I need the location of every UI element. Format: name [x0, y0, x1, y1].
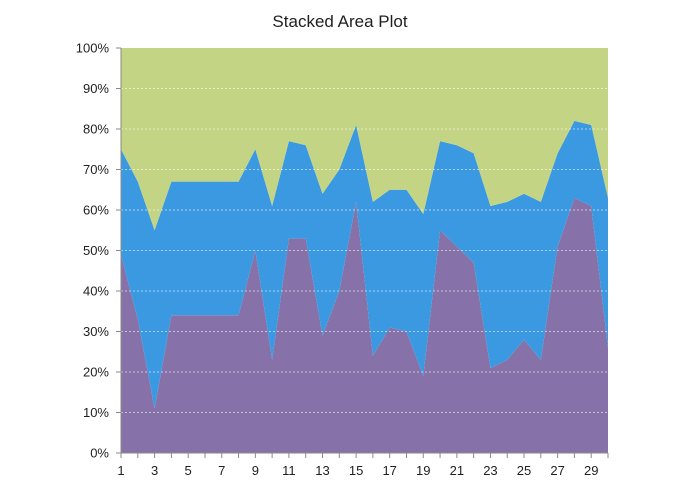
y-tick-label: 100% — [76, 41, 110, 56]
area-series-2 — [121, 120, 608, 409]
x-tick-label: 17 — [382, 463, 396, 478]
y-tick-label: 50% — [83, 243, 109, 258]
x-tick-label: 15 — [349, 463, 363, 478]
y-tick-label: 80% — [83, 122, 109, 137]
y-tick-label: 40% — [83, 284, 109, 299]
y-tick-label: 10% — [83, 405, 109, 420]
x-tick-label: 23 — [483, 463, 497, 478]
x-tick-label: 1 — [117, 463, 124, 478]
x-tick-label: 5 — [185, 463, 192, 478]
y-tick-label: 70% — [83, 162, 109, 177]
x-tick-label: 27 — [550, 463, 564, 478]
x-tick-label: 25 — [517, 463, 531, 478]
y-tick-label: 20% — [83, 365, 109, 380]
x-tick-label: 13 — [315, 463, 329, 478]
y-tick-label: 30% — [83, 324, 109, 339]
y-tick-label: 0% — [90, 446, 109, 461]
x-tick-label: 29 — [584, 463, 598, 478]
x-tick-label: 9 — [252, 463, 259, 478]
y-tick-label: 60% — [83, 203, 109, 218]
x-tick-label: 11 — [282, 463, 296, 478]
area-series-1 — [121, 197, 608, 453]
x-tick-label: 7 — [218, 463, 225, 478]
x-tick-label: 19 — [416, 463, 430, 478]
x-tick-label: 21 — [450, 463, 464, 478]
y-tick-label: 90% — [83, 81, 109, 96]
x-tick-label: 3 — [151, 463, 158, 478]
area-series-3 — [121, 48, 608, 231]
chart-title: Stacked Area Plot — [272, 12, 408, 31]
